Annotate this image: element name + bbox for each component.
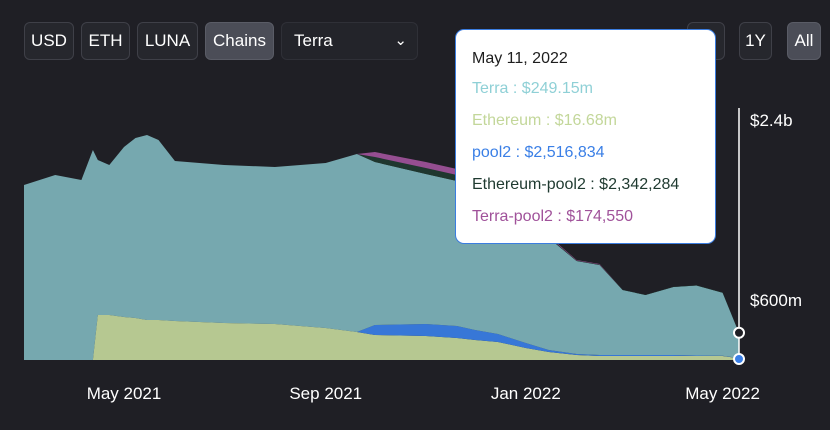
x-tick-label: Jan 2022 <box>491 384 561 403</box>
chart-tooltip: May 11, 2022 Terra : $249.15m Ethereum :… <box>455 29 716 244</box>
tooltip-row-terra-pool2: Terra-pool2 : $174,550 <box>472 208 633 225</box>
tooltip-date: May 11, 2022 <box>472 50 568 67</box>
tooltip-row-pool2: pool2 : $2,516,834 <box>472 144 605 161</box>
tooltip-row-ethereum-pool2: Ethereum-pool2 : $2,342,284 <box>472 176 680 193</box>
hover-marker-total <box>733 326 745 339</box>
chevron-down-icon: ⌄ <box>394 32 407 49</box>
hover-marker-base <box>733 353 745 365</box>
range-button-all[interactable]: All <box>787 22 821 60</box>
eth-button[interactable]: ETH <box>81 22 130 60</box>
x-tick-label: May 2021 <box>87 384 162 403</box>
y-tick-label: $2.4b <box>750 111 793 130</box>
area-terra <box>24 135 739 360</box>
x-tick-label: May 2022 <box>685 384 760 403</box>
chains-button[interactable]: Chains <box>205 22 274 60</box>
tooltip-row-ethereum: Ethereum : $16.68m <box>472 112 617 129</box>
chain-select-value: Terra <box>294 31 333 50</box>
range-button-1y[interactable]: 1Y <box>739 22 772 60</box>
x-tick-label: Sep 2021 <box>289 384 362 403</box>
area-pool2 <box>24 315 739 360</box>
tooltip-row-terra: Terra : $249.15m <box>472 80 593 97</box>
chain-select[interactable]: Terra ⌄ <box>281 22 418 60</box>
luna-button[interactable]: LUNA <box>137 22 198 60</box>
usd-button[interactable]: USD <box>24 22 74 60</box>
area-ethereum <box>24 315 739 360</box>
y-tick-label: $600m <box>750 291 802 310</box>
